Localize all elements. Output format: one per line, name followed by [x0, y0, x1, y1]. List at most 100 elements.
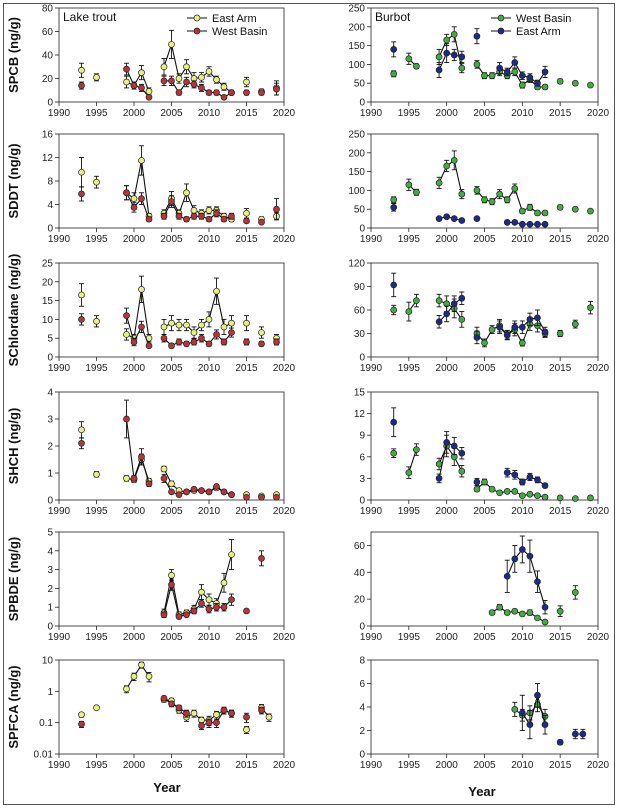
burbot-shch-data-point [534, 476, 541, 484]
burbot-schlordane-data-point [413, 297, 420, 304]
lake-trout-spfca-data-point [145, 673, 153, 680]
burbot-spbde-x-tick-label: 2010 [511, 632, 534, 643]
lake-trout-schlordane-data-point [160, 334, 168, 342]
burbot-schlordane-data-point [518, 339, 526, 347]
lake-trout-shch-panel: 1990 1995 2000 2005 2010 2015 2020 0 1 2 3 4 SHCH (n… [6, 388, 296, 518]
lake-trout-shch-data-point [138, 453, 145, 461]
panels-group: 1990 1995 2000 2005 2010 2015 2020020406080SPC… [6, 4, 610, 772]
lake-trout-sddt-data-point [175, 212, 183, 220]
burbot-spbde-x-tick-label: 2015 [549, 632, 572, 643]
burbot-shch-data-point [518, 492, 526, 500]
lake-trout-spfca-data-point [265, 713, 273, 721]
lake-trout-spbde-data-point [190, 607, 198, 615]
lake-trout-spbde-x-tick-label: 2000 [123, 632, 146, 643]
burbot-sddt-data-point [435, 215, 443, 222]
lake-trout-spbde-data-point [205, 596, 213, 604]
burbot-shch-data-point [534, 492, 541, 500]
burbot-schlordane-data-point [496, 323, 503, 331]
lake-trout-spcb-data-point [273, 85, 280, 93]
lake-trout-sddt-data-point [183, 215, 190, 223]
burbot-sddt-data-point [390, 203, 398, 211]
x-axis-label-right: Year [468, 784, 495, 799]
burbot-shch-series-west-basin [390, 434, 594, 502]
burbot-sddt-data-point [571, 205, 579, 213]
burbot-sddt-data-point [503, 219, 511, 226]
burbot-spcb-series-west-basin [390, 26, 594, 91]
burbot-shch-y-tick-label: 12 [354, 409, 366, 420]
burbot-spbde-data-point [503, 572, 511, 580]
lake-trout-spcb-data-point [130, 82, 138, 89]
lake-trout-shch-data-point [228, 491, 235, 498]
burbot-sddt-y-tick-label: 150 [348, 167, 365, 178]
burbot-spcb-y-tick-label: 100 [348, 60, 365, 71]
lake-trout-schlordane-y-tick-label: 20 [42, 277, 54, 288]
burbot-spcb-series-east-arm [390, 28, 549, 87]
lake-trout-spcb-y-axis-label: SPCB (ng/g) [6, 17, 21, 93]
burbot-shch-data-point [526, 490, 534, 498]
lake-trout-spcb-data-point [213, 89, 220, 96]
lake-trout-shch-data-point [273, 493, 280, 501]
lake-trout-spbde-data-point [198, 600, 205, 607]
burbot-spbde-data-point [571, 589, 579, 596]
burbot-spfca-y-tick-label: 8 [359, 656, 365, 667]
lake-trout-sddt-x-tick-label: 2000 [123, 234, 146, 245]
burbot-spbde-data-point [541, 618, 549, 626]
lake-trout-spbde-x-tick-label: 1995 [85, 632, 108, 643]
lake-trout-spcb-data-point [198, 84, 205, 92]
burbot-spcb-data-point [541, 83, 549, 91]
burbot-spcb-data-point [435, 66, 443, 74]
lake-trout-sddt-y-tick-label: 8 [47, 177, 53, 188]
lake-trout-shch-x-tick-label: 2000 [123, 506, 146, 517]
lake-trout-sddt-data-point [123, 189, 130, 197]
lake-trout-sddt-data-point [168, 198, 175, 205]
burbot-sddt-data-point [443, 213, 451, 221]
burbot-spbde-data-point [511, 555, 519, 563]
burbot-spcb-data-point [473, 32, 481, 40]
lake-trout-spcb-data-point [228, 89, 235, 96]
burbot-spfca-plot-area [370, 659, 599, 755]
lake-trout-schlordane-data-point [138, 323, 145, 331]
burbot-shch-y-tick-label: 6 [359, 452, 365, 463]
lake-trout-spbde-data-point [183, 611, 190, 619]
lake-trout-spbde-data-point [258, 554, 265, 562]
burbot-spcb-y-tick-label: 50 [354, 79, 366, 90]
burbot-shch-data-point [473, 485, 481, 493]
burbot-sddt-series-east-arm [390, 203, 549, 228]
lake-trout-schlordane-y-tick-label: 25 [42, 259, 54, 270]
lake-trout-sddt-data-point [183, 189, 190, 197]
lake-trout-shch-x-tick-label: 2015 [235, 506, 258, 517]
lake-trout-spcb-data-point [160, 77, 168, 85]
lake-trout-shch-y-tick-label: 1 [47, 469, 53, 480]
burbot-shch-data-point [503, 488, 511, 495]
lake-trout-sddt-data-point [213, 209, 220, 217]
burbot-schlordane-data-point [511, 323, 519, 331]
lake-trout-spcb-data-point [78, 82, 85, 89]
burbot-schlordane-data-point [534, 314, 541, 322]
lake-trout-spfca-y-axis-label: SPFCA (ng/g) [6, 665, 21, 748]
burbot-shch-data-point [443, 439, 451, 446]
lake-trout-spbde-y-tick-label: 5 [47, 528, 53, 539]
burbot-sddt-data-point [541, 220, 549, 228]
lake-trout-spfca-x-tick-label: 2010 [198, 760, 221, 771]
lake-trout-schlordane-x-tick-label: 2000 [123, 363, 146, 374]
burbot-sddt-data-point [405, 181, 413, 189]
lake-trout-schlordane-data-point [228, 319, 235, 327]
lake-trout-shch-data-point [183, 488, 190, 496]
lake-trout-shch-data-point [175, 491, 183, 498]
lake-trout-sddt-x-tick-label: 1990 [48, 234, 71, 245]
lake-trout-sddt-data-point [190, 207, 198, 214]
burbot-spfca-data-point [556, 738, 564, 746]
burbot-schlordane-y-tick-label: 120 [348, 259, 365, 270]
burbot-schlordane-x-tick-label: 2000 [436, 363, 459, 374]
lake-trout-schlordane-data-point [93, 317, 100, 325]
burbot-shch-data-point [390, 418, 398, 426]
burbot-spbde-data-point [526, 552, 534, 560]
burbot-shch-data-point [518, 478, 526, 486]
burbot-spfca-data-point [526, 721, 534, 728]
lake-trout-spcb-data-point [123, 65, 130, 73]
lake-trout-shch-data-point [123, 475, 130, 482]
lake-trout-spfca-data-point [183, 709, 190, 717]
burbot-spfca-x-tick-label: 2015 [549, 760, 572, 771]
burbot-spcb-panel: 1990 1995 2000 2005 2010 2015 2020 0 50 100 150 200… [348, 4, 609, 120]
lake-trout-shch-series-east-arm [78, 421, 280, 500]
